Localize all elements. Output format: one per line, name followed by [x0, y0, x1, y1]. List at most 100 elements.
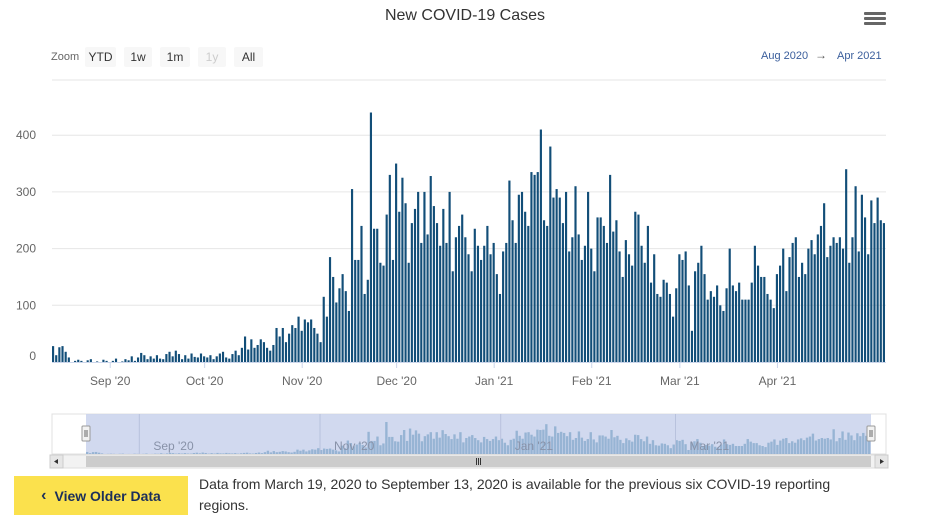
bar [602, 225, 605, 362]
bar [177, 354, 181, 362]
navigator-bar [722, 439, 726, 454]
scroll-left-button[interactable] [49, 454, 64, 469]
bar [77, 359, 80, 362]
navigator-bar [622, 443, 625, 454]
navigator-bar [805, 437, 809, 454]
bar [857, 251, 860, 362]
navigator-bar [234, 453, 237, 454]
navigator-bar [574, 438, 578, 454]
bar [369, 112, 373, 363]
navigator-bar [779, 440, 782, 454]
navigator-bar [494, 436, 498, 454]
navigator-bar [346, 440, 350, 454]
bar [395, 163, 398, 362]
navigator-right-handle[interactable] [866, 425, 876, 442]
bar [457, 225, 461, 362]
bar [64, 351, 67, 362]
handle-body [866, 425, 876, 442]
bar [96, 361, 99, 362]
bar [420, 242, 423, 362]
navigator-bar [429, 432, 432, 454]
x-tick-label: Feb '21 [572, 374, 612, 388]
bar [631, 265, 634, 362]
navigator-bar [405, 440, 409, 454]
bar [511, 220, 514, 362]
navigator-bar [592, 439, 595, 454]
bar [234, 350, 237, 362]
bar [316, 333, 319, 362]
navigator-bar [586, 439, 589, 454]
navigator-bar [355, 444, 358, 454]
range-from-input[interactable]: Aug 2020 [761, 50, 809, 62]
zoom-1y-button: 1y [198, 47, 226, 67]
navigator-bar [705, 444, 708, 454]
bar [870, 200, 873, 362]
bar [105, 360, 108, 362]
navigator-bar [542, 429, 545, 454]
navigator-left-handle[interactable] [81, 425, 91, 442]
bar [253, 347, 256, 362]
navigator-bar [491, 439, 495, 454]
zoom-1m-button[interactable]: 1m [160, 47, 190, 67]
bar [801, 262, 804, 362]
navigator-bar [201, 452, 204, 454]
navigator-bar [370, 440, 373, 454]
bar [624, 240, 627, 362]
older-data-note: Data from March 19, 2020 to September 13… [199, 476, 831, 513]
bar [306, 322, 310, 362]
navigator-bar [465, 438, 468, 454]
bar [451, 271, 454, 362]
navigator-bar [400, 435, 403, 454]
zoom-all-button[interactable]: All [234, 47, 263, 67]
bar [124, 359, 127, 362]
navigator-bar [441, 430, 444, 454]
bar [149, 356, 152, 362]
zoom-1w-button[interactable]: 1w [124, 47, 152, 67]
bar [734, 291, 738, 363]
scroll-right-button[interactable] [874, 454, 889, 469]
bar [593, 271, 596, 362]
bar [55, 355, 58, 362]
bar [190, 353, 193, 362]
navigator-bar [168, 452, 172, 454]
navigator-bar [435, 432, 438, 454]
navigator-bar [820, 438, 823, 454]
navigator-bar [598, 435, 601, 454]
bar [247, 349, 250, 362]
navigator-bar [687, 450, 690, 454]
navigator-bar [802, 440, 806, 454]
bar [259, 339, 262, 362]
bar [111, 360, 114, 362]
navigator-bar [666, 445, 669, 454]
navigator-bar [554, 426, 557, 454]
bar [278, 336, 281, 362]
y-tick-label: 100 [16, 298, 36, 312]
navigator-bar [746, 439, 749, 454]
navigator-bar [468, 436, 471, 454]
bar [174, 350, 177, 362]
bar [483, 245, 486, 362]
navigator-bar [343, 448, 347, 454]
zoom-ytd-button[interactable]: YTD [85, 47, 116, 67]
chart-bars [52, 112, 885, 363]
navigator-bar [340, 445, 344, 454]
bar [791, 242, 794, 362]
view-older-data-button[interactable]: ‹ View Older Data [14, 476, 188, 515]
handle-body [81, 425, 91, 442]
bar [882, 223, 885, 362]
bar [835, 242, 838, 362]
bar [376, 228, 379, 362]
navigator[interactable]: Sep '20 Nov '20 Jan '21 Mar '21 [49, 413, 889, 469]
chart-menu-icon[interactable] [864, 12, 886, 28]
range-to-input[interactable]: Apr 2021 [837, 50, 882, 62]
navigator-bar [447, 436, 450, 454]
bar [753, 245, 756, 362]
bar [816, 234, 819, 362]
navigator-bar [438, 437, 441, 454]
bar [653, 254, 656, 362]
navigator-bar [865, 435, 868, 454]
navigator-bar [320, 450, 323, 454]
bar [341, 274, 344, 362]
bar [788, 257, 791, 362]
navigator-bar [628, 440, 631, 454]
